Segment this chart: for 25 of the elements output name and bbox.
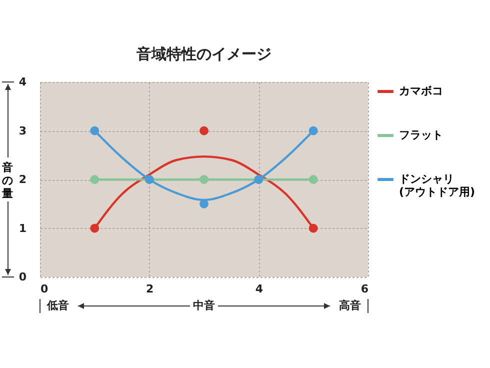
point [308,224,318,233]
point [200,175,208,184]
point [90,175,100,184]
x-tick-label: 4 [255,282,264,296]
text: 中音 [190,299,218,313]
text: 高音 [336,299,364,313]
chart-title: 音域特性のイメージ [136,45,272,63]
text: 低音 [44,299,72,313]
y-tick-label: 2 [18,173,26,186]
point [90,224,100,233]
point [200,126,208,136]
point [308,126,318,136]
x-tick-label: 2 [146,282,154,296]
legend-label: ドンシャリ (アウトドア用) [399,172,476,198]
y-tick-label: 1 [18,222,26,235]
y-axis-title: 音の量 [1,161,13,200]
y-tick-label: 4 [18,76,27,88]
legend-label: カマボコ [399,84,443,98]
y-tick-label: 3 [18,124,26,138]
point [308,175,318,184]
x-tick-label: 0 [40,282,48,296]
legend-label: フラット [399,128,443,142]
y-tick-label: 0 [18,270,27,284]
x-tick-label: 6 [360,282,369,296]
point [90,126,100,136]
